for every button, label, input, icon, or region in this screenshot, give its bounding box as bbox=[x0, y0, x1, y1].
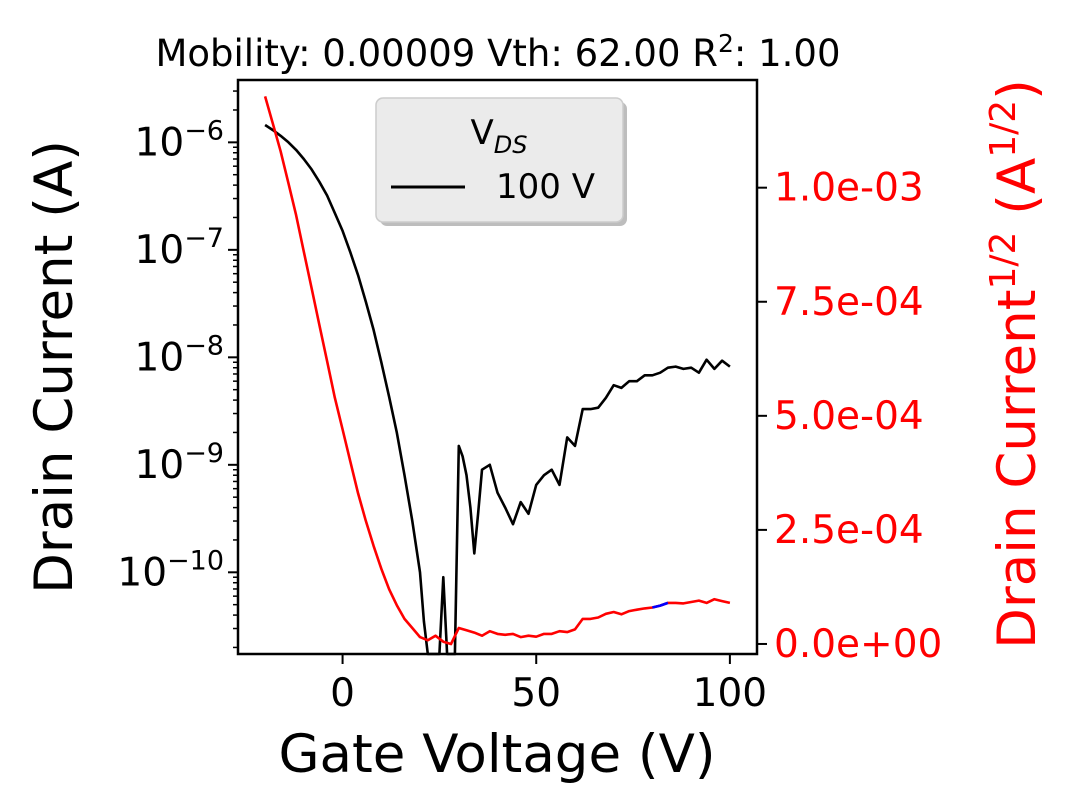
plot-frame bbox=[236, 78, 759, 656]
legend-box bbox=[375, 97, 624, 223]
series-layer bbox=[263, 96, 731, 656]
left-tick-label: 10−6 bbox=[135, 115, 224, 165]
right-tick-label: 2.5e-04 bbox=[774, 508, 924, 553]
left-tick-label: 10−7 bbox=[135, 223, 224, 273]
left-tick-label: 10−9 bbox=[135, 438, 224, 488]
right-tick-label: 7.5e-04 bbox=[774, 280, 924, 325]
right-tick-label: 0.0e+00 bbox=[774, 622, 942, 667]
legend: VDS 100 V bbox=[375, 97, 627, 226]
drain-current-line bbox=[264, 123, 731, 656]
right-tick-label: 5.0e-04 bbox=[774, 394, 924, 439]
legend-entry-label: 100 V bbox=[496, 167, 595, 207]
x-axis-label: Gate Voltage (V) bbox=[278, 724, 715, 785]
x-tick-label: 0 bbox=[330, 671, 355, 716]
x-tick-label: 50 bbox=[511, 671, 561, 716]
chart-title: Mobility: 0.00009 Vth: 62.00 R2: 1.00 bbox=[155, 29, 840, 75]
left-tick-label: 10−10 bbox=[117, 545, 224, 595]
right-y-axis-ticks: 0.0e+00 2.5e-04 5.0e-04 7.5e-04 1.0e-03 bbox=[757, 166, 942, 667]
right-tick-label: 1.0e-03 bbox=[774, 166, 924, 211]
fit-line bbox=[652, 601, 669, 609]
legend-title: VDS bbox=[471, 113, 528, 159]
left-tick-label: 10−8 bbox=[135, 330, 224, 380]
x-tick-label: 100 bbox=[693, 671, 767, 716]
left-y-axis-label: Drain Current (A) bbox=[24, 140, 85, 594]
x-axis-ticks: 0 50 100 bbox=[330, 654, 767, 716]
right-y-axis-label: Drain Current1/2 (A1/2) bbox=[983, 79, 1048, 649]
